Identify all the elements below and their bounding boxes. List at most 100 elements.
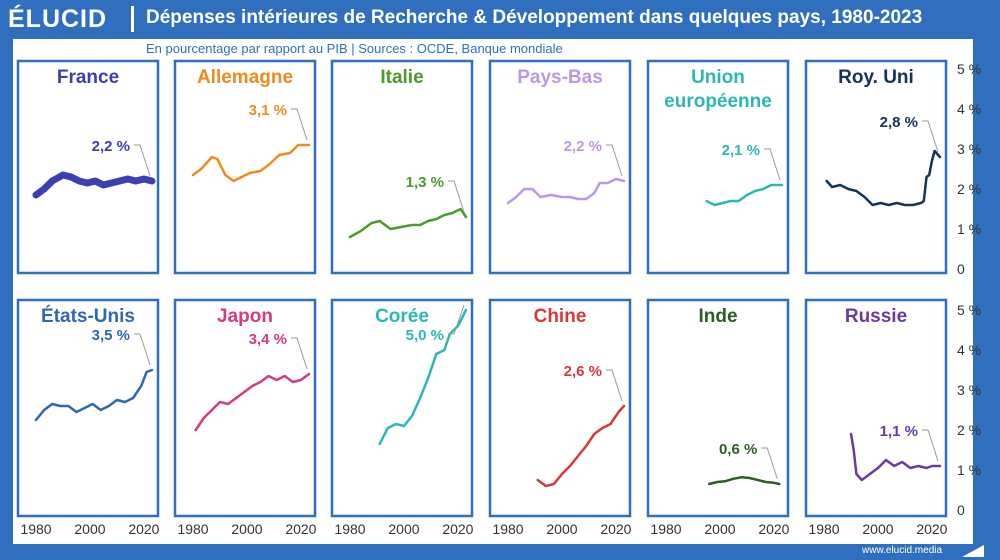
panel-11-leader-line [761,447,778,480]
x-tick-label: 1980 [177,521,208,537]
x-tick-label: 2020 [285,521,316,537]
panel-8-country-name: Japon [217,306,273,327]
x-tick-label: 2000 [388,521,419,537]
panel-5-country-name: Union [691,67,745,88]
panel-6-series-line [825,149,942,207]
panel-1-frame [16,59,160,275]
x-tick-label: 2020 [758,521,789,537]
panel-4-leader-line [606,144,623,177]
panel-7-leader-line [134,333,151,366]
header-separator [131,6,134,32]
y-tick-label: 0 [957,261,965,277]
panel-9-frame [330,298,474,518]
x-tick-label: 1980 [20,521,51,537]
panel-6-leader-line [922,120,939,153]
y-tick-label: 3 % [957,382,981,398]
panel-10-series-line [536,404,626,488]
panel-2-leader-line [291,108,308,141]
y-tick-label: 2 % [957,422,981,438]
panel-5-frame [646,59,790,275]
panel-4-value-label: 2,2 % [564,138,602,155]
panel-5-series-line [705,183,784,207]
panel-2-country-name: Allemagne [197,67,293,88]
panel-4-country-name: Pays-Bas [517,67,603,88]
panel-5-leader-line [764,148,781,181]
panel-12-frame [804,298,948,518]
panel-2-series-line [191,143,311,183]
x-tick-label: 2020 [442,521,473,537]
panel-8-frame [173,298,317,518]
panel-6-value-label: 2,8 % [880,114,918,131]
panel-3-leader-line [448,180,465,213]
panel-11-country-name: Inde [698,306,737,327]
x-tick-label: 2020 [128,521,159,537]
x-tick-label: 1980 [334,521,365,537]
panel-3-series-line [348,207,468,239]
panel-7-value-label: 3,5 % [92,327,130,344]
y-tick-label: 2 % [957,181,981,197]
chart-title: Dépenses intérieures de Recherche & Déve… [146,7,923,28]
x-tick-label: 1980 [650,521,681,537]
panel-12-value-label: 1,1 % [880,423,918,440]
panel-1-series-line [32,171,156,199]
y-tick-label: 1 % [957,462,981,478]
panel-1-value-label: 2,2 % [92,138,130,155]
panel-5-value-label: 2,1 % [722,142,760,159]
panel-9-value-label: 5,0 % [406,327,444,344]
panel-8-series-line [194,372,311,432]
y-tick-label: 3 % [957,141,981,157]
brand-logo: ÉLUCID [8,5,108,33]
chart-panel [13,39,973,544]
chart-subtitle: En pourcentage par rapport au PIB | Sour… [146,41,563,56]
panel-7-series-line [34,368,154,422]
panel-3-value-label: 1,3 % [406,174,444,191]
panel-8-value-label: 3,4 % [249,331,287,348]
panel-4-frame [488,59,632,275]
panel-6-country-name: Roy. Uni [838,67,914,88]
panel-4-series-line [506,177,626,205]
panel-1-leader-line [134,144,151,177]
panel-2-value-label: 3,1 % [249,102,287,119]
x-tick-label: 2000 [704,521,735,537]
panel-11-frame [646,298,790,518]
corner-triangle-icon [962,545,984,557]
x-tick-label: 2020 [916,521,947,537]
panel-6-frame [804,59,948,275]
panel-11-value-label: 0,6 % [719,441,757,458]
panel-12-country-name: Russie [845,306,907,327]
panel-10-value-label: 2,6 % [564,363,602,380]
y-tick-label: 4 % [957,101,981,117]
x-tick-label: 1980 [492,521,523,537]
panel-10-leader-line [606,369,623,402]
x-tick-label: 2000 [862,521,893,537]
panel-9-country-name: Corée [375,306,429,327]
x-tick-label: 2000 [546,521,577,537]
header-bar: ÉLUCID Dépenses intérieures de Recherche… [0,0,1000,38]
panel-3-country-name: Italie [380,67,423,88]
panel-9-series-line [378,308,468,446]
panel-10-country-name: Chine [534,306,587,327]
x-tick-label: 2000 [74,521,105,537]
panel-7-frame [16,298,160,518]
panel-12-series-line [849,432,942,482]
footer-url: www.elucid.media [862,545,943,556]
panel-7-country-name: États-Unis [41,305,135,327]
panel-3-frame [330,59,474,275]
panel-2-frame [173,59,317,275]
panel-10-frame [488,298,632,518]
y-tick-label: 5 % [957,302,981,318]
panel-12-leader-line [922,429,939,462]
panel-5-country-name: européenne [664,91,772,112]
panel-11-series-line [707,475,781,486]
y-tick-label: 1 % [957,221,981,237]
panel-8-leader-line [291,337,308,370]
y-tick-label: 5 % [957,61,981,77]
panel-1-country-name: France [57,67,119,88]
panel-9-leader-line [448,304,465,335]
x-tick-label: 2020 [600,521,631,537]
y-tick-label: 4 % [957,342,981,358]
x-tick-label: 2000 [231,521,262,537]
x-tick-label: 1980 [808,521,839,537]
y-tick-label: 0 [957,502,965,518]
